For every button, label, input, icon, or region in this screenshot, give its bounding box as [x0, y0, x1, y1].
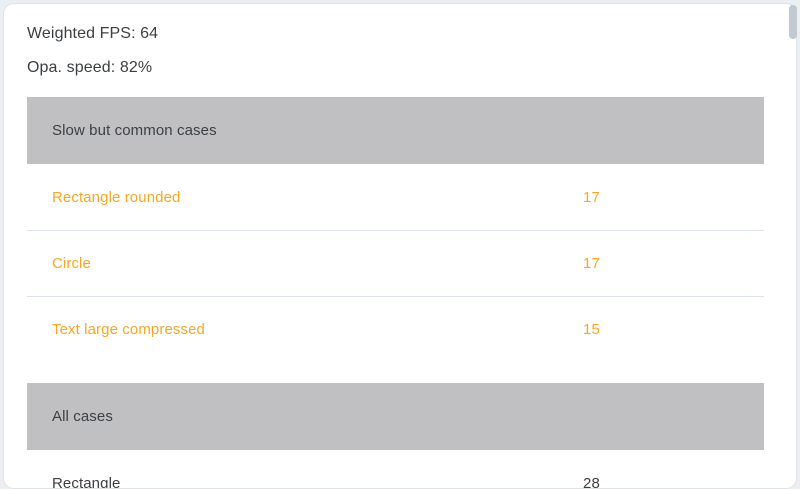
- table-row[interactable]: Rectangle 28: [27, 450, 764, 489]
- stat-opa-speed: Opa. speed: 82%: [27, 59, 153, 76]
- table-row[interactable]: Rectangle rounded 17: [27, 164, 764, 230]
- table-row[interactable]: Circle 17: [27, 230, 764, 296]
- summary-stats: Weighted FPS: 64 Opa. speed: 82%: [4, 4, 796, 76]
- section-title: Slow but common cases: [52, 122, 217, 139]
- row-value: 28: [583, 474, 600, 489]
- panel-scroll-content[interactable]: Weighted FPS: 64 Opa. speed: 82% Slow bu…: [4, 4, 796, 488]
- vertical-scrollbar[interactable]: [787, 0, 800, 480]
- section-header-slow-but-common-cases: Slow but common cases: [27, 97, 764, 164]
- stat-weighted-fps: Weighted FPS: 64: [27, 25, 159, 42]
- section-rows-all-cases: Rectangle 28: [27, 450, 764, 489]
- row-value: 15: [583, 320, 600, 338]
- row-label: Text large compressed: [52, 320, 206, 338]
- table-row[interactable]: Text large compressed 15: [27, 296, 764, 362]
- row-label: Rectangle: [52, 474, 121, 489]
- scrollbar-thumb[interactable]: [789, 5, 797, 39]
- section-rows-slow-but-common-cases: Rectangle rounded 17 Circle 17 Text larg…: [27, 164, 764, 362]
- row-value: 17: [583, 188, 600, 206]
- row-label: Circle: [52, 254, 91, 272]
- section-title: All cases: [52, 408, 113, 425]
- row-label: Rectangle rounded: [52, 188, 181, 206]
- section-header-all-cases: All cases: [27, 383, 764, 450]
- row-value: 17: [583, 254, 600, 272]
- benchmark-results-panel: Weighted FPS: 64 Opa. speed: 82% Slow bu…: [3, 3, 797, 489]
